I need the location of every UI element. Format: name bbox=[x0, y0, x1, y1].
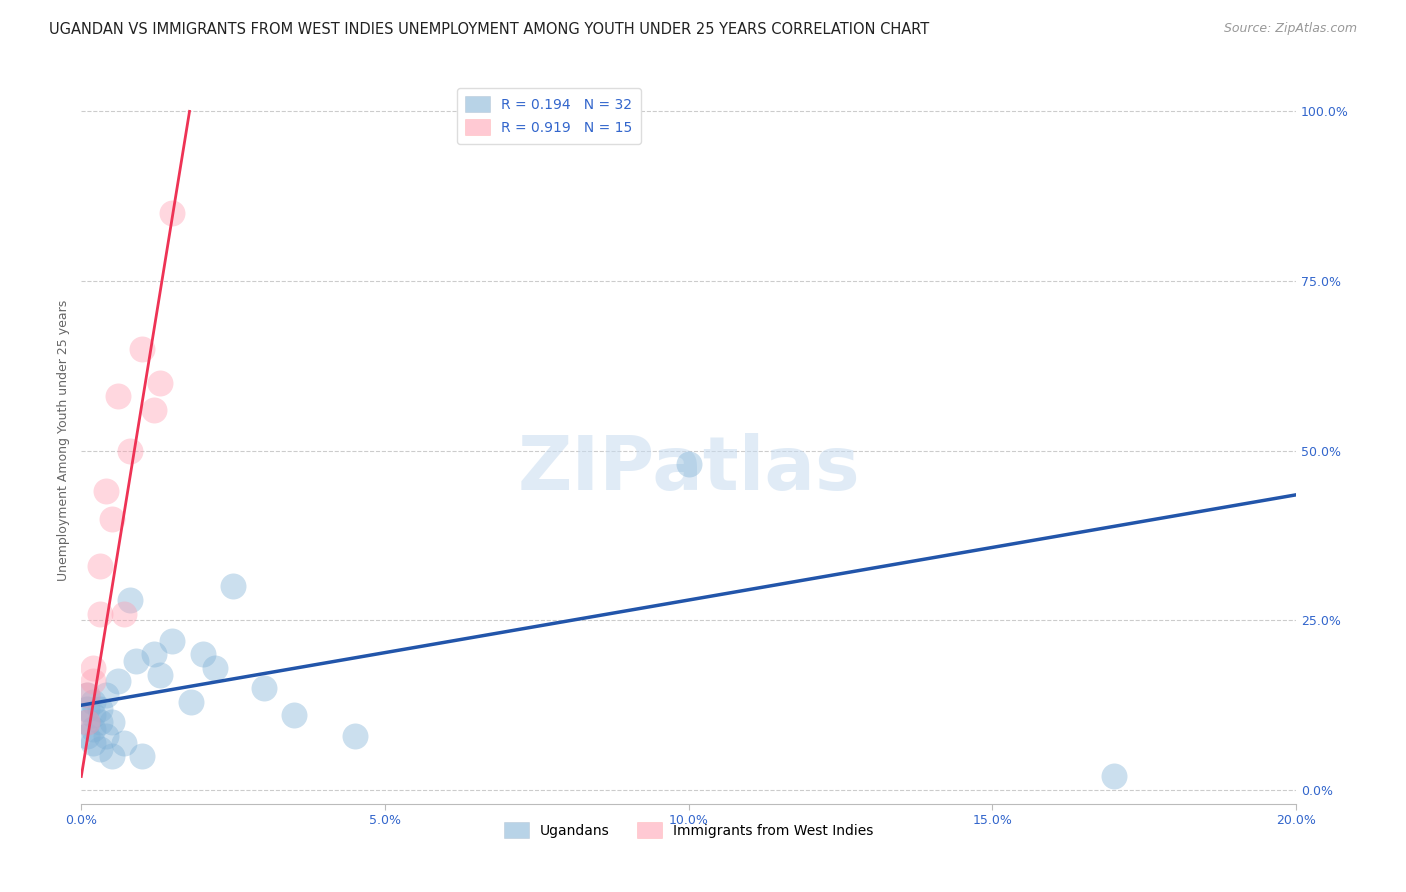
Point bbox=[343, 729, 366, 743]
Point bbox=[283, 708, 305, 723]
Point bbox=[76, 688, 98, 702]
Point bbox=[222, 579, 245, 593]
Point bbox=[89, 607, 111, 621]
Point bbox=[143, 648, 166, 662]
Point bbox=[149, 667, 172, 681]
Y-axis label: Unemployment Among Youth under 25 years: Unemployment Among Youth under 25 years bbox=[58, 300, 70, 582]
Point bbox=[162, 633, 184, 648]
Text: ZIPatlas: ZIPatlas bbox=[517, 434, 860, 506]
Text: UGANDAN VS IMMIGRANTS FROM WEST INDIES UNEMPLOYMENT AMONG YOUTH UNDER 25 YEARS C: UGANDAN VS IMMIGRANTS FROM WEST INDIES U… bbox=[49, 22, 929, 37]
Point bbox=[678, 457, 700, 471]
Point bbox=[76, 729, 98, 743]
Point bbox=[162, 206, 184, 220]
Point bbox=[82, 735, 104, 749]
Point bbox=[204, 661, 226, 675]
Point bbox=[252, 681, 274, 696]
Point bbox=[100, 511, 122, 525]
Point bbox=[94, 729, 117, 743]
Point bbox=[82, 695, 104, 709]
Point bbox=[143, 403, 166, 417]
Point bbox=[1102, 769, 1125, 783]
Point bbox=[191, 648, 214, 662]
Point bbox=[89, 742, 111, 756]
Point bbox=[100, 715, 122, 730]
Point bbox=[76, 715, 98, 730]
Point bbox=[94, 484, 117, 499]
Point bbox=[76, 688, 98, 702]
Point bbox=[149, 376, 172, 390]
Point bbox=[131, 749, 153, 764]
Point bbox=[89, 715, 111, 730]
Point bbox=[112, 607, 135, 621]
Point bbox=[89, 559, 111, 574]
Point bbox=[82, 708, 104, 723]
Point bbox=[76, 715, 98, 730]
Text: Source: ZipAtlas.com: Source: ZipAtlas.com bbox=[1223, 22, 1357, 36]
Legend: Ugandans, Immigrants from West Indies: Ugandans, Immigrants from West Indies bbox=[498, 817, 879, 844]
Point bbox=[131, 342, 153, 356]
Point bbox=[82, 674, 104, 689]
Point bbox=[125, 654, 148, 668]
Point bbox=[82, 722, 104, 736]
Point bbox=[89, 701, 111, 715]
Point bbox=[100, 749, 122, 764]
Point bbox=[118, 593, 141, 607]
Point bbox=[180, 695, 202, 709]
Point bbox=[118, 443, 141, 458]
Point bbox=[107, 389, 129, 403]
Point bbox=[76, 701, 98, 715]
Point bbox=[82, 661, 104, 675]
Point bbox=[112, 735, 135, 749]
Point bbox=[94, 688, 117, 702]
Point bbox=[107, 674, 129, 689]
